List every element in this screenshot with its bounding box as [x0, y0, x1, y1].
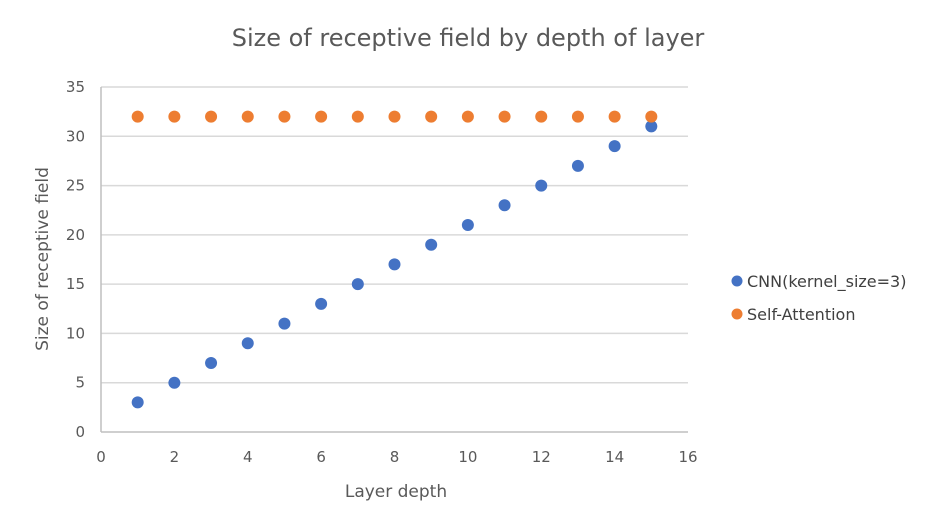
data-point-cnn-kernel-size-3 — [168, 376, 181, 389]
legend-item-self-attention: Self-Attention — [731, 305, 855, 324]
x-tick-label: 2 — [170, 448, 180, 466]
data-point-self-attention — [498, 110, 511, 123]
data-point-cnn-kernel-size-3 — [535, 179, 548, 192]
x-tick-label: 0 — [96, 448, 106, 466]
data-point-self-attention — [168, 110, 181, 123]
legend-marker-self-attention — [731, 308, 743, 320]
data-point-cnn-kernel-size-3 — [241, 337, 254, 350]
legend-marker-cnn — [731, 275, 743, 287]
axes — [100, 87, 688, 433]
data-point-self-attention — [608, 110, 621, 123]
data-point-cnn-kernel-size-3 — [351, 278, 364, 291]
x-tick-labels: 0 2 4 6 8 10 12 14 16 — [96, 448, 697, 466]
data-point-self-attention — [315, 110, 328, 123]
data-point-cnn-kernel-size-3 — [315, 297, 328, 310]
y-tick-label: 25 — [66, 177, 85, 195]
x-tick-label: 6 — [316, 448, 326, 466]
y-tick-label: 30 — [66, 127, 85, 145]
x-tick-label: 10 — [458, 448, 477, 466]
x-tick-label: 14 — [605, 448, 624, 466]
data-point-self-attention — [131, 110, 144, 123]
x-tick-label: 4 — [243, 448, 253, 466]
data-point-cnn-kernel-size-3 — [461, 219, 474, 231]
x-tick-label: 12 — [532, 448, 551, 466]
legend-label-cnn: CNN(kernel_size=3) — [747, 272, 906, 292]
data-point-cnn-kernel-size-3 — [571, 159, 584, 172]
data-point-cnn-kernel-size-3 — [608, 140, 621, 153]
y-tick-label: 35 — [66, 78, 85, 96]
data-point-cnn-kernel-size-3 — [498, 199, 511, 212]
y-axis-label: Size of receptive field — [33, 167, 53, 351]
legend-label-self-attention: Self-Attention — [747, 305, 855, 324]
legend-item-cnn: CNN(kernel_size=3) — [731, 272, 906, 292]
data-point-self-attention — [388, 110, 401, 123]
x-tick-label: 16 — [678, 448, 697, 466]
data-point-self-attention — [351, 110, 364, 123]
data-point-self-attention — [535, 110, 548, 123]
data-point-cnn-kernel-size-3 — [205, 357, 218, 369]
y-tick-label: 20 — [66, 226, 85, 244]
data-point-self-attention — [241, 110, 254, 123]
gridlines — [101, 86, 688, 384]
legend: CNN(kernel_size=3) Self-Attention — [731, 272, 906, 324]
x-axis-label: Layer depth — [345, 482, 447, 502]
data-point-self-attention — [425, 110, 438, 123]
data-point-cnn-kernel-size-3 — [388, 258, 401, 271]
x-tick-label: 8 — [390, 448, 400, 466]
data-point-self-attention — [205, 110, 218, 123]
data-point-self-attention — [645, 110, 658, 123]
data-point-self-attention — [278, 110, 291, 123]
y-tick-label: 5 — [75, 374, 85, 392]
y-tick-labels: 0 5 10 15 20 25 30 35 — [66, 78, 85, 441]
chart-title: Size of receptive field by depth of laye… — [232, 24, 705, 52]
data-point-self-attention — [571, 110, 584, 123]
y-tick-label: 10 — [66, 324, 85, 342]
data-point-cnn-kernel-size-3 — [278, 317, 291, 330]
data-point-cnn-kernel-size-3 — [131, 396, 144, 409]
y-tick-label: 0 — [75, 423, 85, 441]
data-point-cnn-kernel-size-3 — [425, 238, 438, 251]
y-tick-label: 15 — [66, 275, 85, 293]
data-points — [131, 110, 658, 409]
data-point-self-attention — [461, 110, 474, 123]
data-point-cnn-kernel-size-3 — [645, 120, 658, 133]
